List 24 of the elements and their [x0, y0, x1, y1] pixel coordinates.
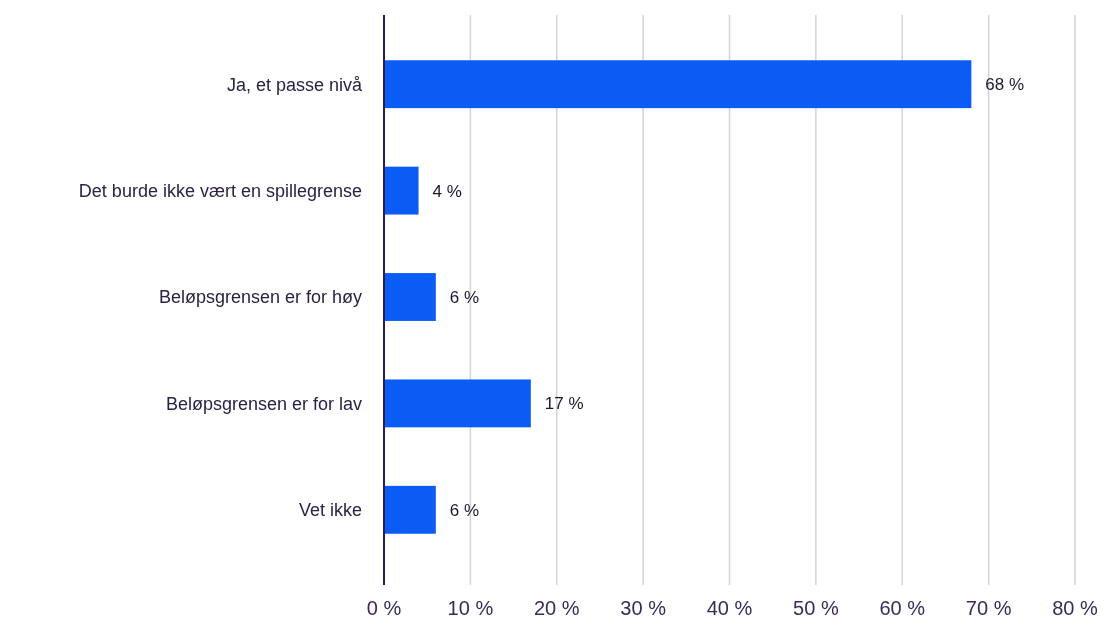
data-label: 4 % — [432, 181, 462, 201]
y-tick-label: Beløpsgrensen er for høy — [158, 287, 362, 308]
x-tick-label: 80 % — [1052, 597, 1099, 619]
data-label: 17 % — [544, 394, 584, 414]
y-tick-label: Beløpsgrensen er for lav — [165, 393, 362, 414]
x-tick-label: 10 % — [447, 597, 494, 619]
x-tick-label: 0 % — [366, 597, 402, 619]
bar — [384, 379, 531, 428]
bar — [384, 166, 419, 215]
data-label: 68 % — [985, 75, 1025, 95]
data-label: 6 % — [449, 500, 480, 520]
x-tick-label: 30 % — [620, 597, 667, 619]
bar — [384, 273, 436, 321]
y-tick-label: Ja, et passe nivå — [226, 74, 363, 95]
x-tick-label: 40 % — [706, 597, 753, 619]
data-label: 6 % — [449, 287, 480, 307]
x-tick-label: 60 % — [879, 597, 926, 619]
x-tick-label: 20 % — [533, 597, 580, 619]
bar — [384, 60, 972, 109]
x-tick-label: 50 % — [793, 597, 839, 619]
bar — [384, 485, 436, 534]
y-tick-label: Det burde ikke vært en spillegrense — [78, 180, 362, 201]
y-tick-label: Vet ikke — [298, 500, 362, 521]
x-tick-label: 70 % — [965, 597, 1012, 619]
